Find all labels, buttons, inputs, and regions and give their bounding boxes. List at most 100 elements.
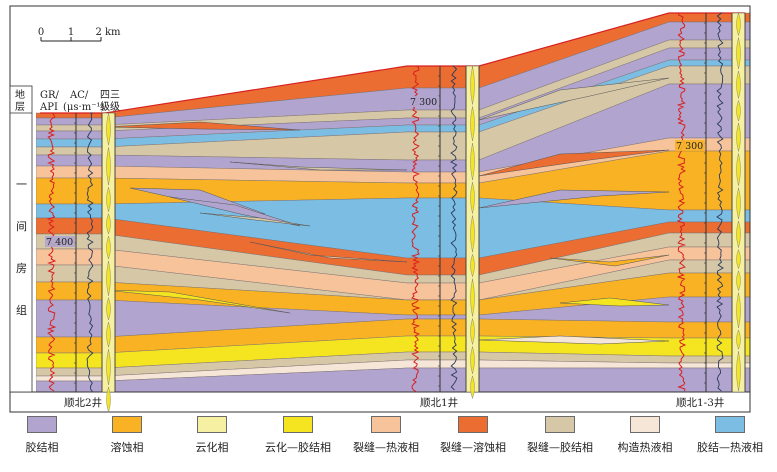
grade-lens xyxy=(736,329,741,350)
grade-lens xyxy=(470,317,475,346)
ac-curve xyxy=(716,12,724,392)
formation-char-3: 组 xyxy=(16,303,27,317)
gr-curve xyxy=(410,65,421,393)
legend-label: 胶结相 xyxy=(25,441,59,454)
legend-label: 胶结—热液相 xyxy=(697,441,763,454)
gr-curve xyxy=(676,12,687,392)
grade-lens xyxy=(470,253,475,278)
stratum-column xyxy=(9,85,33,393)
grade-lens xyxy=(470,143,475,181)
legend-label: 构造热液相 xyxy=(617,441,673,454)
grade-lens xyxy=(736,249,741,270)
grade-lens xyxy=(736,292,741,329)
grade-lens xyxy=(736,220,741,249)
section-top-boundary xyxy=(40,12,745,114)
legend: 胶结相 溶蚀相 云化相 云化—胶结相 裂缝—热液相 裂缝—溶蚀相 裂缝—胶结相 构造热液相 胶结… xyxy=(0,416,777,472)
scale-tick-0: 0 xyxy=(38,27,44,38)
header-stratum-1: 地 xyxy=(15,88,25,101)
legend-swatch xyxy=(715,416,745,433)
scale-tick-2: 2 km xyxy=(95,27,121,38)
well-name-sb1: 顺北1井 xyxy=(420,396,458,409)
legend-swatch xyxy=(197,416,227,433)
header-ac-1: AC/ xyxy=(69,90,89,101)
legend-item: 裂缝—溶蚀相 xyxy=(430,416,516,455)
grade-lens xyxy=(106,321,111,348)
pinch-out-lens xyxy=(249,241,408,263)
grade-lens xyxy=(470,106,475,142)
legend-item: 胶结相 xyxy=(0,416,85,455)
pinch-out-lenses xyxy=(104,77,670,345)
grade-lens xyxy=(106,386,111,414)
grade-lens xyxy=(470,278,475,317)
pinch-out-lens xyxy=(478,149,670,177)
scale-tick-1: 1 xyxy=(68,27,74,38)
well-name-sb2: 顺北2井 xyxy=(64,396,102,409)
depth-label-sb2: 7 400 xyxy=(46,237,73,248)
depth-labels: 7 400 7 300 7 300 xyxy=(45,96,705,248)
gr-curve xyxy=(46,112,57,392)
depth-label-sb13: 7 300 xyxy=(676,141,703,152)
formation-name: 一 间 房 组 xyxy=(16,178,27,317)
grade-lens xyxy=(736,153,741,186)
grade-lens xyxy=(106,261,111,296)
pinch-out-lens xyxy=(549,254,670,267)
legend-swatch xyxy=(630,416,660,433)
column-headers: 地 层 GR/ API AC/ (μs·m⁻¹) 四三 级级 xyxy=(15,88,120,113)
legend-swatch xyxy=(545,416,575,433)
grade-lens xyxy=(736,12,741,37)
legend-item: 裂缝—热液相 xyxy=(343,416,429,455)
grade-lens xyxy=(470,375,475,400)
grade-lens xyxy=(106,147,111,186)
grade-lens xyxy=(106,213,111,235)
grade-lens xyxy=(736,187,741,219)
facies-layer xyxy=(36,367,750,392)
facies-layers xyxy=(36,12,750,392)
formation-char-1: 间 xyxy=(16,220,27,233)
depth-label-sb1: 7 300 xyxy=(410,97,437,108)
pinch-out-lens xyxy=(199,212,311,227)
well-names: 顺北2井 顺北1井 顺北1-3井 xyxy=(64,396,724,409)
legend-item: 云化—胶结相 xyxy=(255,416,341,455)
header-stratum-2: 层 xyxy=(15,101,25,113)
section-sky-mask xyxy=(36,0,745,112)
scale-bar: 0 1 2 km xyxy=(38,27,121,42)
legend-item: 胶结—热液相 xyxy=(687,416,773,455)
formation-char-0: 一 xyxy=(16,178,27,191)
legend-label: 裂缝—胶结相 xyxy=(527,441,593,454)
pinch-out-lens xyxy=(478,189,670,209)
ac-curve xyxy=(450,65,458,391)
legend-label: 溶蚀相 xyxy=(110,441,144,454)
header-grade-1: 四三 xyxy=(100,90,120,101)
grade-lens xyxy=(106,186,111,213)
legend-item: 溶蚀相 xyxy=(84,416,170,455)
legend-item: 裂缝—胶结相 xyxy=(517,416,603,455)
legend-swatch xyxy=(283,416,313,433)
grade-lens xyxy=(736,122,741,153)
ac-curve xyxy=(86,112,94,393)
well-name-sb13: 顺北1-3井 xyxy=(676,396,724,409)
legend-item: 云化相 xyxy=(169,416,255,455)
legend-swatch xyxy=(27,416,57,433)
legend-label: 裂缝—溶蚀相 xyxy=(440,441,506,454)
legend-label: 云化—胶结相 xyxy=(265,441,331,454)
pinch-out-lens xyxy=(478,335,670,345)
legend-swatch xyxy=(112,416,142,433)
legend-swatch xyxy=(371,416,401,433)
legend-label: 云化相 xyxy=(195,441,229,454)
grade-lens xyxy=(470,345,475,375)
grade-lens xyxy=(470,215,475,253)
legend-item: 构造热液相 xyxy=(602,416,688,455)
grade-lens xyxy=(106,112,111,146)
pinch-out-lens xyxy=(104,289,291,314)
grade-lens xyxy=(106,349,111,385)
legend-swatch xyxy=(458,416,488,433)
grade-lens xyxy=(736,351,741,392)
pinch-out-lens xyxy=(169,196,301,227)
grade-lens xyxy=(736,99,741,122)
header-gr-1: GR/ xyxy=(40,90,60,101)
pinch-out-lens xyxy=(559,297,670,307)
header-ac-2: (μs·m⁻¹) xyxy=(63,102,104,113)
header-grade-2: 级级 xyxy=(100,101,120,113)
legend-label: 裂缝—热液相 xyxy=(353,441,419,454)
grade-lens xyxy=(470,65,475,105)
